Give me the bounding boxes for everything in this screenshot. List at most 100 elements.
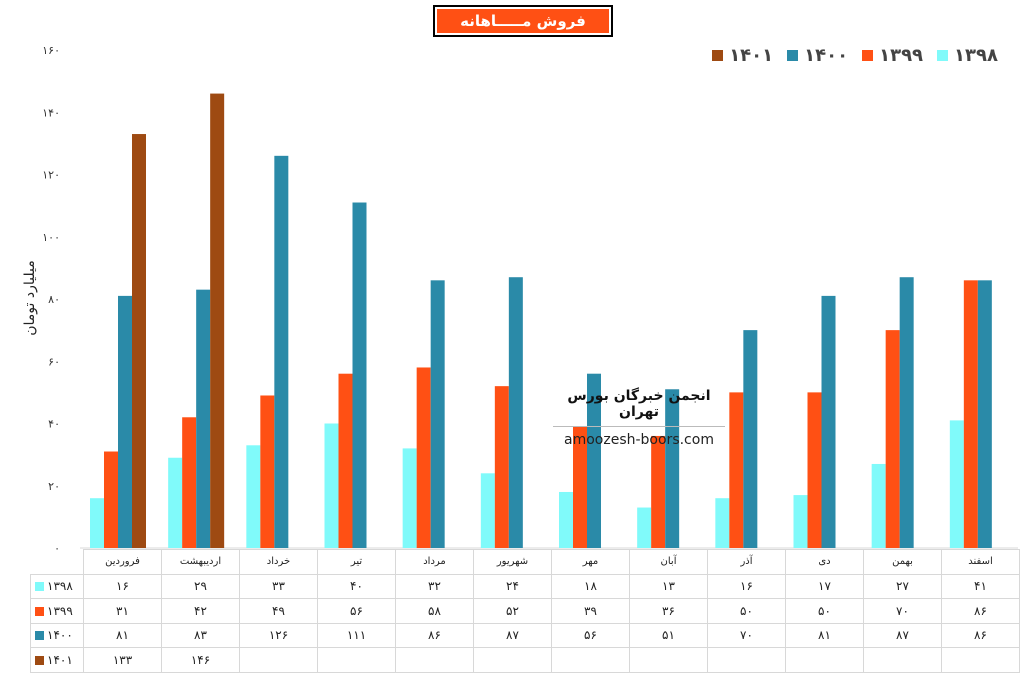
legend-item-1400: ۱۴۰۰ <box>787 45 848 66</box>
bar-1399 <box>260 395 275 548</box>
table-cell: ۵۸ <box>395 598 474 624</box>
legend-item-1401: ۱۴۰۱ <box>712 45 773 66</box>
series-name: ۱۴۰۱ <box>47 652 73 667</box>
y-tick-label: ۱۴۰ <box>42 106 60 119</box>
legend-item-1399: ۱۳۹۹ <box>862 45 923 66</box>
table-cell: ۸۱ <box>785 622 864 648</box>
table-cell: ۲۷ <box>863 573 942 599</box>
y-tick-label: ۶۰ <box>48 355 60 368</box>
table-cell: ۱۱۱ <box>317 622 396 648</box>
series-swatch <box>35 655 44 665</box>
y-tick-label: ۲۰ <box>48 480 60 493</box>
bar-1398 <box>168 457 183 548</box>
legend-swatch <box>712 50 724 61</box>
table-row: ۱۴۰۱ ۱۳۳ ۱۴۶ <box>30 647 1020 673</box>
table-cell: ۳۳ <box>239 573 318 599</box>
table-cell: ۳۱ <box>83 598 162 624</box>
table-cell: ۸۶ <box>395 622 474 648</box>
table-cell: ۸۱ <box>83 622 162 648</box>
bar-1400 <box>977 280 992 548</box>
series-label: ۱۴۰۱ <box>30 647 84 673</box>
bar-1399 <box>182 417 197 548</box>
legend-label: ۱۴۰۱ <box>729 45 774 66</box>
bar-1399 <box>416 367 431 548</box>
table-cell: ۸۶ <box>941 598 1020 624</box>
table-cell <box>239 647 318 673</box>
table-header-row: فروردین اردیبهشت خرداد تیر مرداد شهریور مهر آبا… <box>30 549 1020 575</box>
watermark-line2: amoozesh-boors.com <box>564 432 714 448</box>
bar-1400 <box>587 373 601 548</box>
bar-1398 <box>90 498 104 548</box>
bar-1401 <box>132 134 146 548</box>
table-cell: ۸۳ <box>161 622 240 648</box>
series-label: ۱۴۰۰ <box>30 622 84 648</box>
category-label: اردیبهشت <box>161 549 240 575</box>
bar-1398 <box>871 463 886 548</box>
table-cell: ۴۹ <box>239 598 318 624</box>
table-cell: ۳۶ <box>629 598 708 624</box>
bar-1400 <box>899 277 914 548</box>
category-label: آذر <box>707 549 786 575</box>
table-cell <box>707 647 786 673</box>
table-cell: ۲۹ <box>161 573 240 599</box>
category-label: دی <box>785 549 864 575</box>
bar-1398 <box>324 423 339 548</box>
data-table: فروردین اردیبهشت خرداد تیر مرداد شهریور مهر آبا… <box>30 549 1020 673</box>
category-label: بهمن <box>863 549 942 575</box>
bar-1400 <box>508 277 523 548</box>
table-cell <box>629 647 708 673</box>
y-tick-label: ۱۶۰ <box>42 44 60 57</box>
table-cell: ۱۶ <box>707 573 786 599</box>
legend-item-1398: ۱۳۹۸ <box>937 45 998 66</box>
table-cell: ۱۲۶ <box>239 622 318 648</box>
watermark: انجمن خبرگان بورس تهران amoozesh-boors.c… <box>553 388 725 448</box>
category-label: تیر <box>317 549 396 575</box>
legend-swatch <box>787 50 799 61</box>
bar-1399 <box>885 330 900 548</box>
series-label: ۱۳۹۹ <box>30 598 84 624</box>
legend-label: ۱۳۹۸ <box>954 45 998 66</box>
bar-1401 <box>210 93 225 548</box>
table-cell <box>941 647 1020 673</box>
series-swatch <box>35 606 44 616</box>
table-cell: ۱۳۳ <box>83 647 162 673</box>
bar-1398 <box>637 507 652 548</box>
bar-1398 <box>715 498 730 548</box>
series-name: ۱۴۰۰ <box>47 628 73 643</box>
y-tick-label: ۸۰ <box>48 293 60 306</box>
bar-1398 <box>246 445 261 548</box>
table-cell: ۱۴۶ <box>161 647 240 673</box>
bar-1400 <box>665 389 680 548</box>
bar-1400 <box>352 202 367 548</box>
series-swatch <box>35 582 44 592</box>
series-swatch <box>35 631 44 641</box>
bar-1398 <box>949 420 964 548</box>
table-cell <box>473 647 552 673</box>
y-tick-label: ۱۰۰ <box>42 231 60 244</box>
table-cell: ۳۹ <box>551 598 630 624</box>
series-name: ۱۳۹۸ <box>47 579 73 594</box>
bar-1399 <box>807 392 822 548</box>
bar-1399 <box>729 392 744 548</box>
watermark-line1: انجمن خبرگان بورس تهران <box>553 388 725 427</box>
table-cell: ۱۷ <box>785 573 864 599</box>
table-cell <box>551 647 630 673</box>
table-cell: ۵۲ <box>473 598 552 624</box>
series-name: ۱۳۹۹ <box>47 603 73 618</box>
y-tick-label: ۴۰ <box>48 418 60 431</box>
table-cell: ۸۷ <box>863 622 942 648</box>
bar-1400 <box>743 330 758 548</box>
bar-1400 <box>118 295 132 548</box>
table-cell: ۱۶ <box>83 573 162 599</box>
table-cell: ۳۲ <box>395 573 474 599</box>
table-cell: ۴۱ <box>941 573 1020 599</box>
y-tick-label: ۰ <box>54 542 60 555</box>
category-label: مرداد <box>395 549 474 575</box>
bar-1398 <box>402 448 417 548</box>
category-label: فروردین <box>83 549 162 575</box>
bar-1400 <box>274 155 289 548</box>
category-label: خرداد <box>239 549 318 575</box>
table-cell: ۲۴ <box>473 573 552 599</box>
category-label: شهریور <box>473 549 552 575</box>
